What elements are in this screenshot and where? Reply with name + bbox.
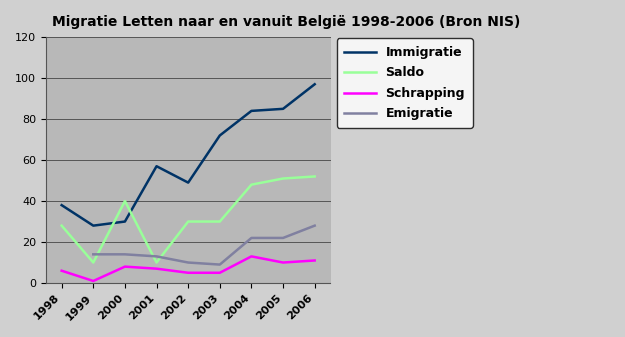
Emigratie <box>121 252 129 256</box>
Emigratie <box>184 261 192 265</box>
Schrapping <box>279 261 287 265</box>
Emigratie <box>279 236 287 240</box>
Emigratie <box>89 252 97 256</box>
Schrapping <box>184 271 192 275</box>
Line: Schrapping: Schrapping <box>62 256 314 281</box>
Saldo <box>279 177 287 181</box>
Schrapping <box>311 258 318 263</box>
Saldo <box>248 183 255 187</box>
Immigratie <box>89 224 97 228</box>
Saldo <box>152 261 160 265</box>
Immigratie <box>58 203 66 207</box>
Emigratie <box>152 254 160 258</box>
Emigratie <box>216 263 224 267</box>
Schrapping <box>121 265 129 269</box>
Saldo <box>216 219 224 223</box>
Immigratie <box>152 164 160 168</box>
Legend: Immigratie, Saldo, Schrapping, Emigratie: Immigratie, Saldo, Schrapping, Emigratie <box>337 38 472 128</box>
Immigratie <box>248 109 255 113</box>
Immigratie <box>311 82 318 86</box>
Schrapping <box>152 267 160 271</box>
Saldo <box>89 261 97 265</box>
Saldo <box>311 175 318 179</box>
Schrapping <box>248 254 255 258</box>
Immigratie <box>216 133 224 137</box>
Schrapping <box>216 271 224 275</box>
Emigratie <box>311 224 318 228</box>
Schrapping <box>89 279 97 283</box>
Schrapping <box>58 269 66 273</box>
Line: Emigratie: Emigratie <box>93 226 314 265</box>
Saldo <box>184 219 192 223</box>
Immigratie <box>279 107 287 111</box>
Text: Migratie Letten naar en vanuit België 1998-2006 (Bron NIS): Migratie Letten naar en vanuit België 19… <box>51 15 520 29</box>
Saldo <box>58 224 66 228</box>
Saldo <box>121 199 129 203</box>
Immigratie <box>121 219 129 223</box>
Line: Immigratie: Immigratie <box>62 84 314 226</box>
Immigratie <box>184 181 192 185</box>
Emigratie <box>248 236 255 240</box>
Line: Saldo: Saldo <box>62 177 314 263</box>
